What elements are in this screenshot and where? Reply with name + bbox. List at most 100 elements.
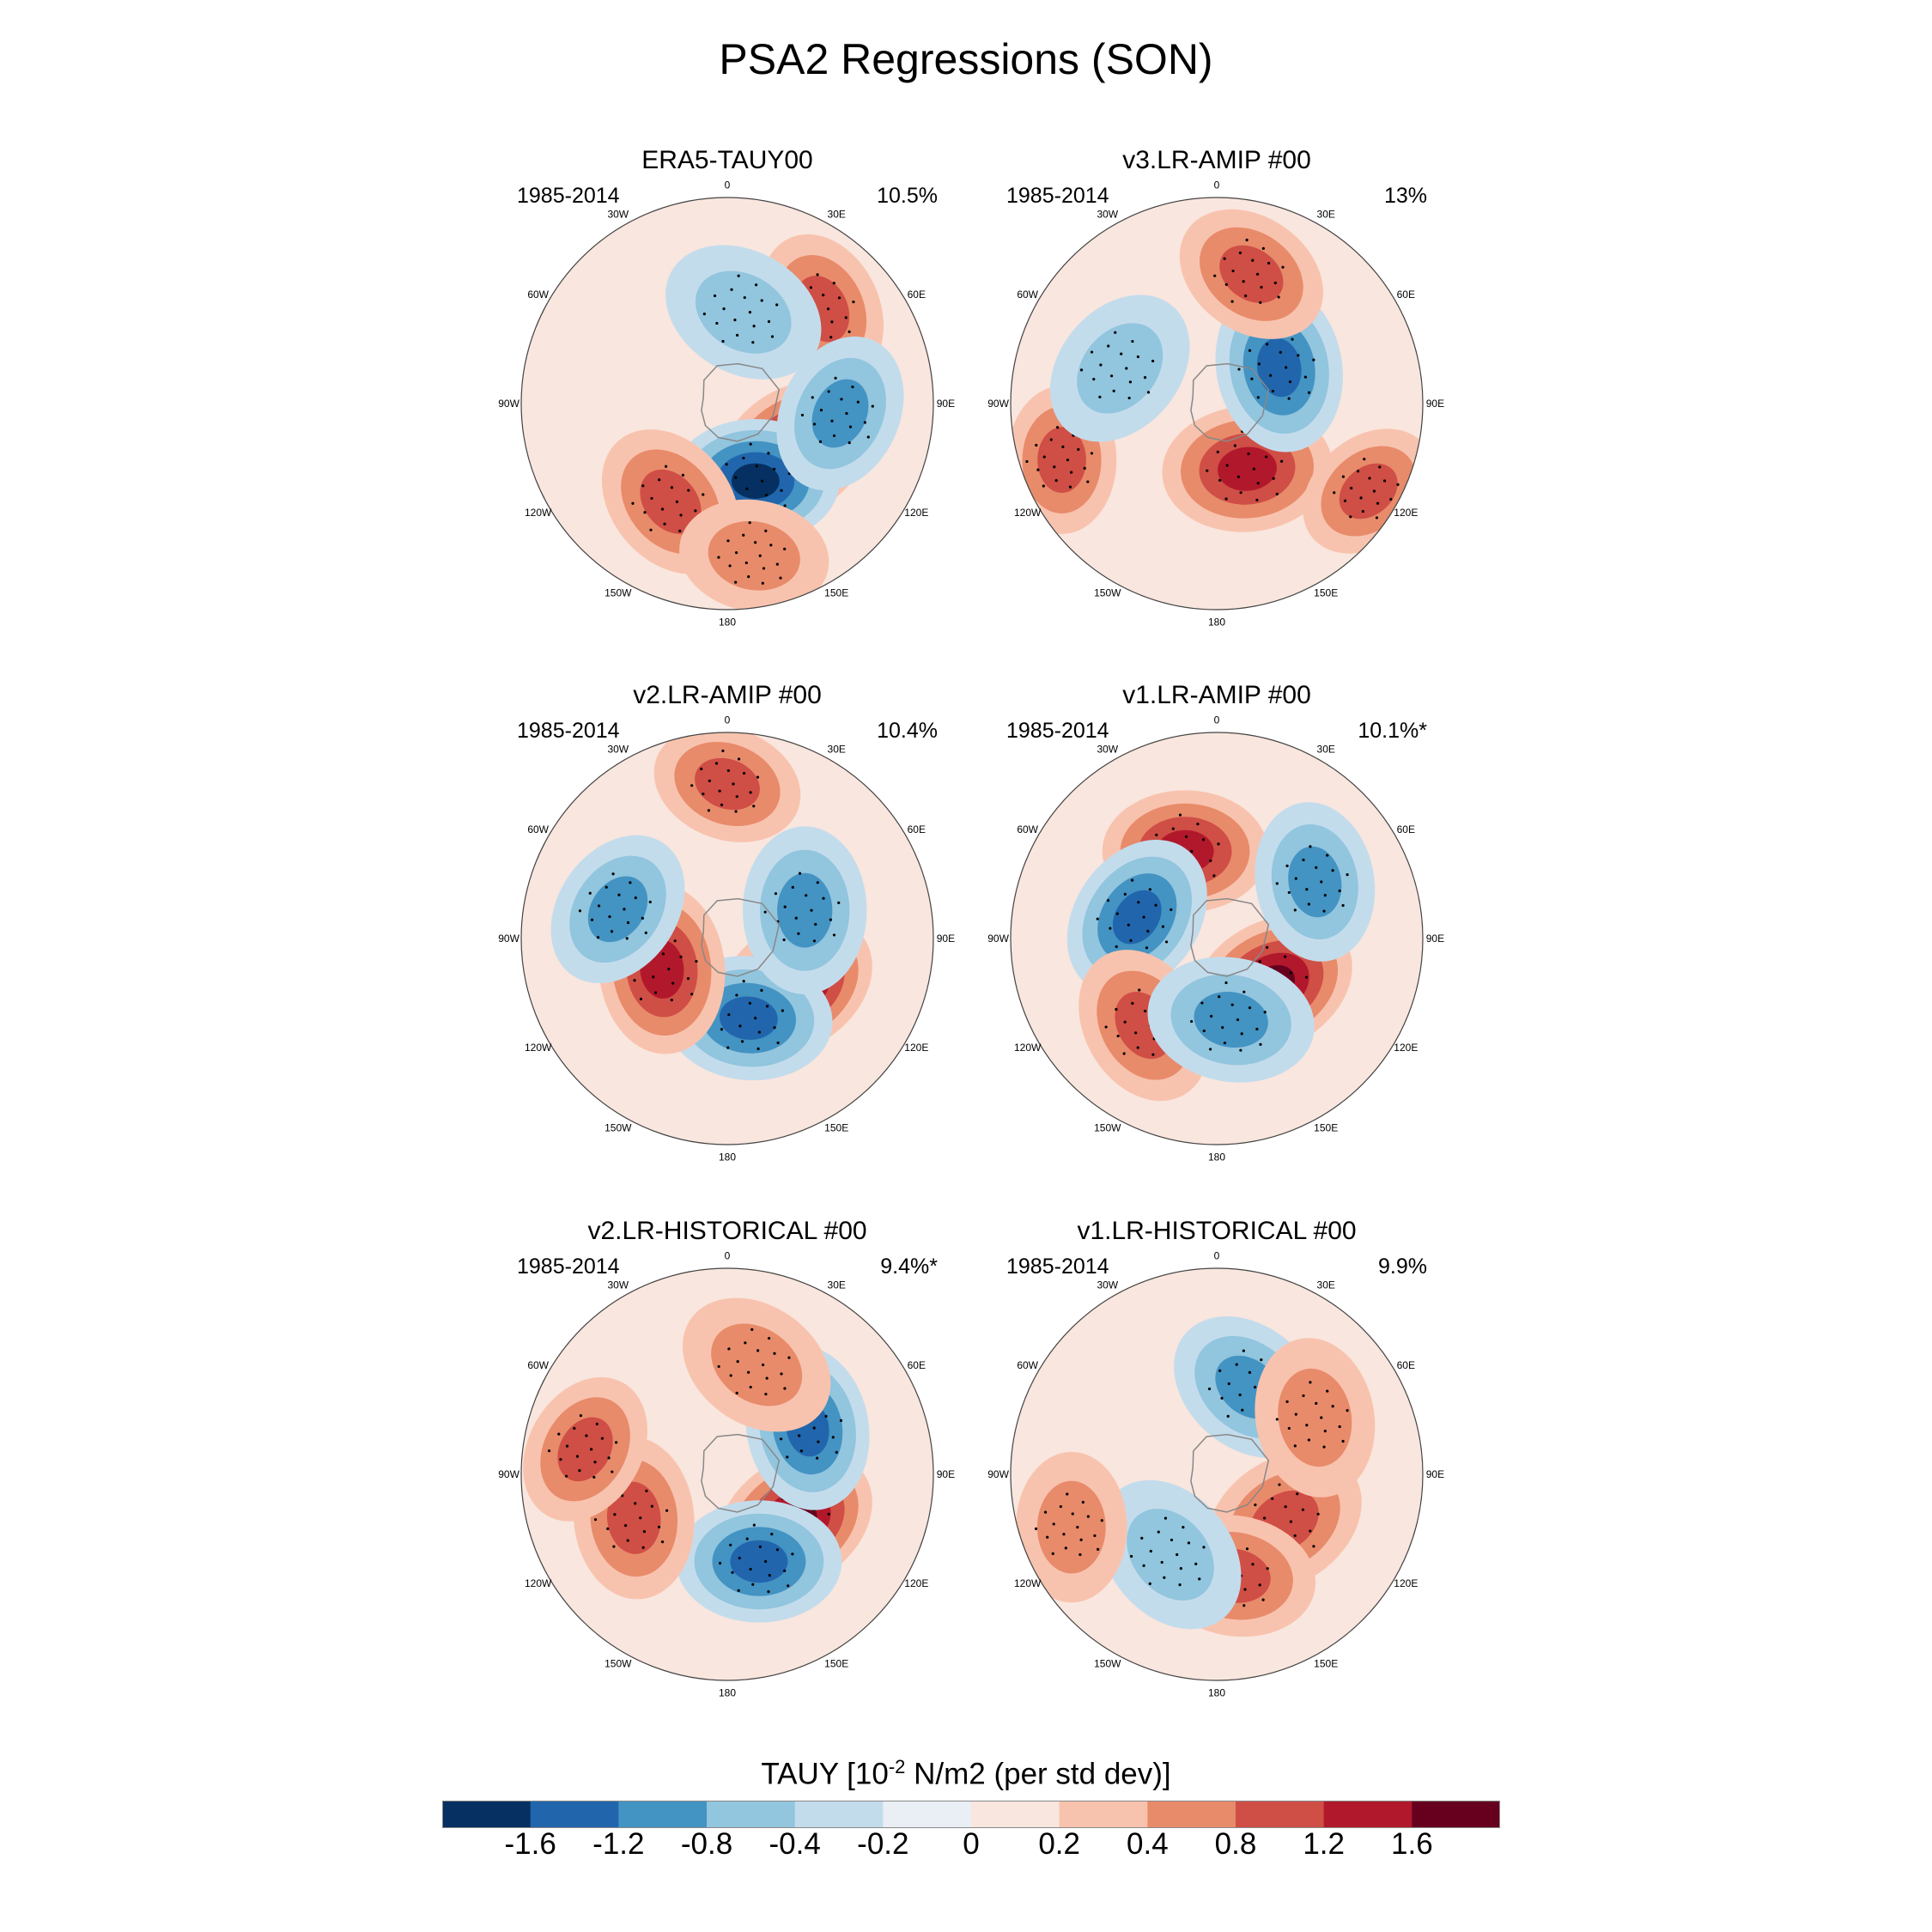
significance-dot bbox=[1061, 445, 1065, 448]
significance-dot bbox=[1250, 377, 1254, 380]
significance-dot bbox=[1112, 389, 1115, 392]
significance-dot bbox=[1142, 1564, 1145, 1567]
significance-dot bbox=[1361, 509, 1364, 513]
significance-dot bbox=[735, 333, 739, 337]
significance-dot bbox=[607, 1456, 611, 1460]
longitude-label: 0 bbox=[725, 1251, 731, 1262]
significance-dot bbox=[578, 1468, 581, 1473]
significance-dot bbox=[752, 325, 756, 328]
significance-dot bbox=[848, 425, 853, 428]
significance-dot bbox=[1382, 479, 1387, 483]
significance-dot bbox=[1359, 496, 1363, 500]
longitude-label: 30W bbox=[1097, 209, 1118, 221]
significance-dot bbox=[1114, 331, 1117, 334]
significance-dot bbox=[1120, 352, 1123, 355]
significance-dot bbox=[750, 1327, 754, 1331]
significance-dot bbox=[1277, 295, 1280, 299]
significance-dot bbox=[1230, 300, 1234, 303]
significance-dot bbox=[1216, 450, 1219, 453]
significance-dot bbox=[1083, 466, 1086, 470]
longitude-label: 150W bbox=[1094, 1121, 1121, 1133]
significance-dot bbox=[590, 918, 594, 921]
significance-dot bbox=[1225, 464, 1229, 467]
significance-dot bbox=[1109, 374, 1114, 378]
colorbar-title-exponent: -2 bbox=[888, 1756, 906, 1777]
significance-dot bbox=[1244, 294, 1248, 298]
significance-dot bbox=[1097, 1547, 1100, 1551]
significance-dot bbox=[1326, 1389, 1329, 1393]
significance-dot bbox=[1261, 246, 1265, 250]
polar-map: 0 30E 60E 90E 120E 150E 180 150W 120W 90W 60W 30W bbox=[498, 1251, 955, 1698]
significance-dot bbox=[840, 398, 843, 401]
significance-dot bbox=[1331, 1405, 1334, 1408]
significance-dot bbox=[611, 1470, 614, 1473]
significance-dot bbox=[1042, 455, 1046, 459]
antarctica-coastline bbox=[701, 362, 781, 442]
significance-dot bbox=[1035, 443, 1038, 447]
significance-dot bbox=[612, 1545, 616, 1548]
significance-dot bbox=[1302, 858, 1305, 862]
significance-dot bbox=[629, 881, 632, 884]
significance-dot bbox=[768, 1574, 771, 1577]
panel-percent: 13% bbox=[1383, 184, 1427, 208]
longitude-label: 180 bbox=[1208, 1151, 1225, 1162]
longitude-label: 90E bbox=[937, 933, 955, 945]
longitude-label: 180 bbox=[719, 1686, 736, 1698]
significance-dot bbox=[731, 1571, 734, 1574]
significance-dot bbox=[738, 1024, 742, 1028]
significance-dot bbox=[856, 400, 860, 404]
significance-dot bbox=[1338, 1425, 1341, 1429]
significance-dot bbox=[754, 541, 757, 544]
significance-dot bbox=[714, 762, 719, 765]
significance-dot bbox=[794, 916, 798, 920]
significance-dot bbox=[1304, 975, 1309, 979]
anomaly-contour bbox=[1112, 890, 1162, 945]
significance-dot bbox=[749, 1567, 752, 1571]
colorbar-swatch bbox=[883, 1801, 972, 1828]
significance-dot bbox=[829, 336, 833, 339]
significance-dot bbox=[1243, 1588, 1247, 1591]
significance-dot bbox=[1263, 1516, 1267, 1520]
significance-dot bbox=[1059, 1504, 1062, 1509]
panel-percent: 9.9% bbox=[1378, 1255, 1427, 1279]
significance-dot bbox=[1140, 1536, 1144, 1540]
significance-dot bbox=[1206, 469, 1209, 472]
significance-dot bbox=[812, 1426, 816, 1430]
significance-dot bbox=[1263, 1011, 1267, 1014]
significance-dot bbox=[834, 376, 837, 380]
significance-dot bbox=[660, 1540, 665, 1544]
significance-dot bbox=[673, 939, 677, 943]
longitude-label: 150E bbox=[1314, 1657, 1338, 1669]
significance-dot bbox=[1255, 1027, 1259, 1031]
significance-dot bbox=[1176, 1552, 1179, 1557]
significance-dot bbox=[1115, 945, 1118, 949]
significance-dot bbox=[812, 422, 817, 426]
antarctica-coastline bbox=[701, 1433, 781, 1513]
significance-dot bbox=[700, 767, 703, 771]
significance-dot bbox=[1254, 1385, 1257, 1389]
significance-dot bbox=[718, 789, 721, 793]
anomaly-contour bbox=[1288, 846, 1342, 918]
significance-dot bbox=[702, 313, 706, 316]
significance-dot bbox=[734, 810, 738, 813]
significance-dot bbox=[783, 905, 787, 908]
significance-dot bbox=[871, 404, 874, 408]
significance-dot bbox=[758, 1545, 762, 1548]
longitude-label: 30W bbox=[607, 209, 629, 221]
significance-dot bbox=[1312, 358, 1315, 361]
significance-dot bbox=[1396, 483, 1400, 486]
significance-dot bbox=[634, 1502, 637, 1505]
significance-dot bbox=[1320, 1416, 1323, 1419]
antarctica-coastline bbox=[1190, 897, 1270, 977]
significance-dot bbox=[863, 421, 866, 424]
significance-dot bbox=[1278, 1483, 1281, 1486]
significance-dot bbox=[783, 1387, 787, 1390]
polar-map: 0 30E 60E 90E 120E 150E 180 150W 120W 90W 60W 30W bbox=[498, 180, 955, 627]
significance-dot bbox=[1142, 915, 1145, 919]
panel-v1-amip: v1.LR-AMIP #00 1985-2014 10.1%* 0 30E 60E 9… bbox=[976, 681, 1457, 1162]
significance-dot bbox=[830, 320, 834, 324]
significance-dot bbox=[678, 529, 682, 532]
colorbar-swatch bbox=[1323, 1801, 1413, 1828]
significance-dot bbox=[1034, 1527, 1038, 1530]
longitude-label: 150E bbox=[824, 586, 848, 598]
